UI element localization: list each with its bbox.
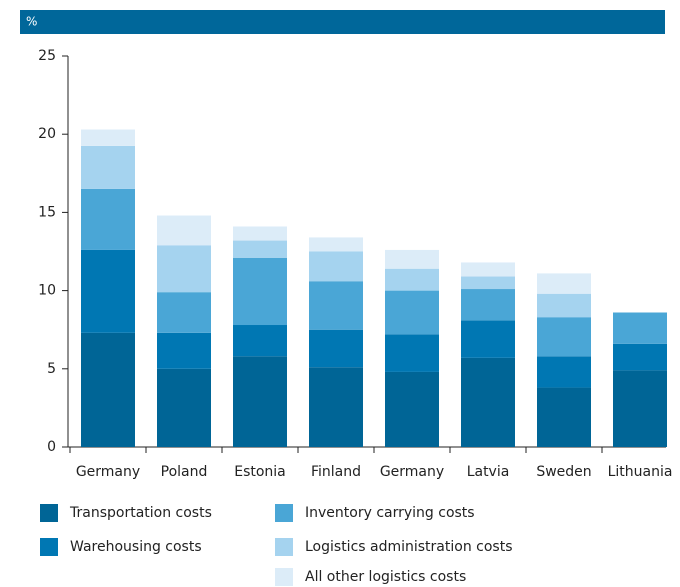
bar-segment — [81, 129, 135, 146]
bar-segment — [461, 289, 515, 321]
bar-segment — [537, 293, 591, 318]
y-tick-label: 15 — [38, 204, 56, 220]
bar-segment — [461, 276, 515, 290]
bar-segment — [537, 356, 591, 388]
x-tick-label: Finland — [311, 464, 361, 480]
legend-label: Logistics administration costs — [305, 539, 513, 555]
bar-segment — [309, 281, 363, 330]
x-tick-label: Germany — [76, 464, 140, 480]
bar-segment — [81, 249, 135, 333]
legend-label: Warehousing costs — [70, 539, 202, 555]
bar-segment — [461, 320, 515, 358]
bar-segment — [81, 188, 135, 250]
bar-segment — [385, 371, 439, 447]
legend-swatch — [275, 538, 293, 556]
bar-segment — [613, 370, 667, 447]
bar-segment — [537, 387, 591, 447]
y-axis-label: % — [26, 15, 37, 29]
y-tick-label: 0 — [47, 439, 56, 455]
legend-swatch — [275, 568, 293, 586]
y-tick-label: 20 — [38, 126, 56, 142]
legend-swatch — [40, 504, 58, 522]
legend-label: Inventory carrying costs — [305, 505, 475, 521]
bar-segment — [233, 226, 287, 241]
bar-segment — [613, 312, 667, 344]
bar-segment — [613, 343, 667, 371]
bar-segment — [233, 356, 287, 447]
legend-swatch — [40, 538, 58, 556]
x-tick-label: Latvia — [467, 464, 510, 480]
bar-segment — [385, 249, 439, 269]
bar-segment — [309, 367, 363, 447]
bar-segment — [157, 332, 211, 369]
bar-segment — [385, 268, 439, 291]
bar-segment — [157, 368, 211, 447]
header-bar — [20, 10, 665, 34]
bar-segment — [81, 332, 135, 447]
x-tick-label: Poland — [161, 464, 208, 480]
bar-segment — [537, 317, 591, 357]
x-tick-label: Sweden — [536, 464, 591, 480]
bar-segment — [157, 292, 211, 333]
bar-segment — [385, 334, 439, 372]
bar-segment — [81, 145, 135, 189]
legend-label: All other logistics costs — [305, 569, 466, 585]
bar-segment — [233, 257, 287, 326]
x-tick-label: Estonia — [234, 464, 286, 480]
bar-segment — [385, 290, 439, 335]
bar-segment — [537, 273, 591, 294]
bar-segment — [461, 262, 515, 277]
bar-segment — [233, 240, 287, 258]
bar-segment — [309, 251, 363, 282]
bar-segment — [157, 215, 211, 246]
bar-segment — [309, 237, 363, 252]
x-tick-label: Lithuania — [608, 464, 673, 480]
bar-segment — [461, 357, 515, 447]
x-tick-label: Germany — [380, 464, 444, 480]
bar-segment — [233, 325, 287, 357]
legend-label: Transportation costs — [69, 505, 212, 521]
y-tick-label: 10 — [38, 283, 56, 299]
legend-swatch — [275, 504, 293, 522]
y-tick-label: 25 — [38, 48, 56, 64]
bar-segment — [157, 245, 211, 293]
y-tick-label: 5 — [47, 361, 56, 377]
bar-segment — [309, 329, 363, 368]
